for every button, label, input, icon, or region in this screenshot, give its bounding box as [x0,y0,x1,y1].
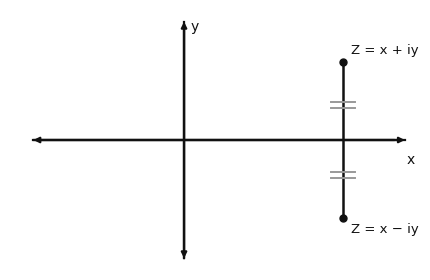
Text: y: y [190,20,199,34]
Text: Z = x + iy: Z = x + iy [351,44,419,57]
Text: x: x [407,153,415,167]
Text: Z = x − iy: Z = x − iy [351,223,419,236]
